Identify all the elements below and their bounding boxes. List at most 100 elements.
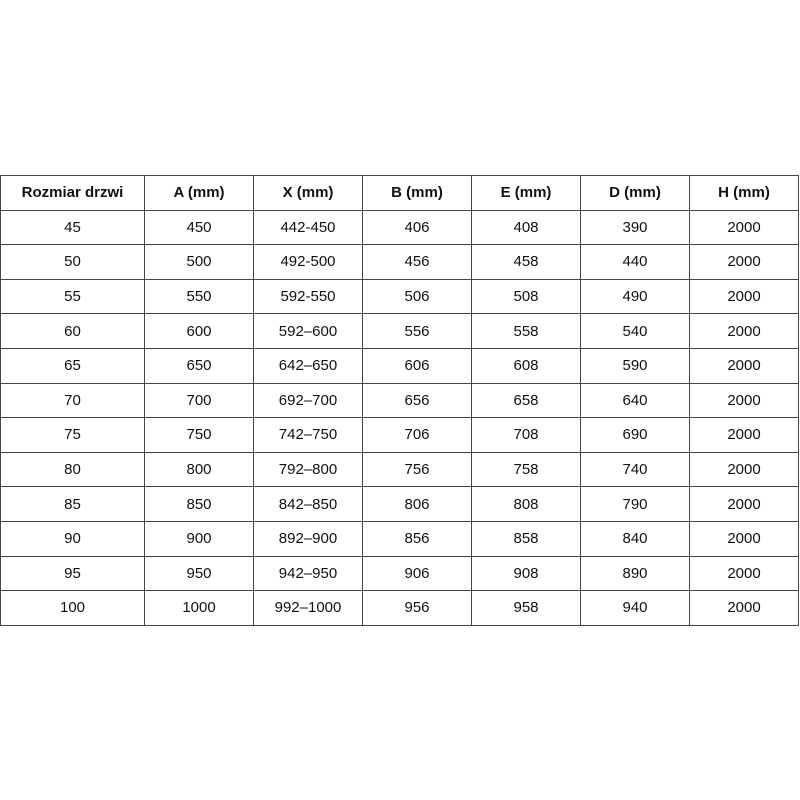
- table-cell: 506: [362, 278, 472, 315]
- door-size-table: Rozmiar drzwi A (mm) X (mm) B (mm) E (mm) D (…: [0, 175, 799, 626]
- table-cell: 792–800: [253, 451, 363, 488]
- table-cell: 800: [144, 451, 254, 488]
- table-row: 95 950 942–950 906 908 890 2000: [0, 555, 799, 592]
- column-header: B (mm): [362, 175, 472, 211]
- table-cell: 892–900: [253, 520, 363, 557]
- table-cell: 858: [471, 520, 581, 557]
- table-cell: 556: [362, 313, 472, 349]
- header-row: Rozmiar drzwi A (mm) X (mm) B (mm) E (mm) D (…: [0, 175, 799, 211]
- table-cell: 940: [580, 590, 690, 626]
- table-cell: 55: [0, 278, 145, 315]
- table-cell: 2000: [689, 209, 799, 246]
- table-cell: 750: [144, 417, 254, 453]
- table-cell: 756: [362, 451, 472, 488]
- table-cell: 2000: [689, 244, 799, 280]
- table-cell: 2000: [689, 278, 799, 315]
- table-cell: 650: [144, 347, 254, 384]
- table-cell: 908: [471, 555, 581, 592]
- column-header: A (mm): [144, 175, 254, 211]
- table-cell: 2000: [689, 313, 799, 349]
- table-row: 70 700 692–700 656 658 640 2000: [0, 382, 799, 419]
- table-cell: 490: [580, 278, 690, 315]
- table-cell: 2000: [689, 382, 799, 419]
- column-header: E (mm): [471, 175, 581, 211]
- table-cell: 500: [144, 244, 254, 280]
- table-cell: 640: [580, 382, 690, 419]
- table-cell: 2000: [689, 520, 799, 557]
- table-row: 55 550 592-550 506 508 490 2000: [0, 278, 799, 315]
- table-cell: 956: [362, 590, 472, 626]
- table-cell: 508: [471, 278, 581, 315]
- table-cell: 456: [362, 244, 472, 280]
- table-cell: 658: [471, 382, 581, 419]
- table-cell: 100: [0, 590, 145, 626]
- table-row: 65 650 642–650 606 608 590 2000: [0, 347, 799, 384]
- table-cell: 690: [580, 417, 690, 453]
- table-cell: 90: [0, 520, 145, 557]
- table-cell: 808: [471, 486, 581, 522]
- table-cell: 592-550: [253, 278, 363, 315]
- table-cell: 608: [471, 347, 581, 384]
- table-cell: 80: [0, 451, 145, 488]
- table-cell: 492-500: [253, 244, 363, 280]
- table-cell: 70: [0, 382, 145, 419]
- table-cell: 65: [0, 347, 145, 384]
- table-cell: 540: [580, 313, 690, 349]
- table-cell: 890: [580, 555, 690, 592]
- table-row: 100 1000 992–1000 956 958 940 2000: [0, 590, 799, 626]
- table-cell: 740: [580, 451, 690, 488]
- table-cell: 958: [471, 590, 581, 626]
- table-cell: 600: [144, 313, 254, 349]
- table-cell: 85: [0, 486, 145, 522]
- table-row: 85 850 842–850 806 808 790 2000: [0, 486, 799, 522]
- table-cell: 1000: [144, 590, 254, 626]
- column-header: X (mm): [253, 175, 363, 211]
- table-row: 75 750 742–750 706 708 690 2000: [0, 417, 799, 453]
- table-cell: 75: [0, 417, 145, 453]
- table-cell: 642–650: [253, 347, 363, 384]
- table-cell: 60: [0, 313, 145, 349]
- table-cell: 2000: [689, 417, 799, 453]
- table-cell: 856: [362, 520, 472, 557]
- table-cell: 50: [0, 244, 145, 280]
- table-cell: 458: [471, 244, 581, 280]
- table-cell: 942–950: [253, 555, 363, 592]
- table-cell: 840: [580, 520, 690, 557]
- table-cell: 950: [144, 555, 254, 592]
- table-row: 90 900 892–900 856 858 840 2000: [0, 520, 799, 557]
- table-cell: 45: [0, 209, 145, 246]
- table-cell: 2000: [689, 486, 799, 522]
- table-cell: 758: [471, 451, 581, 488]
- table-cell: 2000: [689, 590, 799, 626]
- table-cell: 450: [144, 209, 254, 246]
- table-row: 45 450 442-450 406 408 390 2000: [0, 209, 799, 246]
- table-cell: 590: [580, 347, 690, 384]
- table-cell: 900: [144, 520, 254, 557]
- table-cell: 742–750: [253, 417, 363, 453]
- table-cell: 442-450: [253, 209, 363, 246]
- table-cell: 390: [580, 209, 690, 246]
- column-header: H (mm): [689, 175, 799, 211]
- table-cell: 2000: [689, 451, 799, 488]
- column-header: D (mm): [580, 175, 690, 211]
- table-cell: 842–850: [253, 486, 363, 522]
- table-cell: 558: [471, 313, 581, 349]
- table-cell: 656: [362, 382, 472, 419]
- table-row: 80 800 792–800 756 758 740 2000: [0, 451, 799, 488]
- table-cell: 706: [362, 417, 472, 453]
- table-cell: 2000: [689, 555, 799, 592]
- table-cell: 992–1000: [253, 590, 363, 626]
- table-cell: 806: [362, 486, 472, 522]
- table-cell: 550: [144, 278, 254, 315]
- table-cell: 440: [580, 244, 690, 280]
- table-cell: 708: [471, 417, 581, 453]
- table-row: 60 600 592–600 556 558 540 2000: [0, 313, 799, 349]
- table-cell: 606: [362, 347, 472, 384]
- table-cell: 408: [471, 209, 581, 246]
- column-header: Rozmiar drzwi: [0, 175, 145, 211]
- table-cell: 790: [580, 486, 690, 522]
- table-cell: 850: [144, 486, 254, 522]
- table-cell: 592–600: [253, 313, 363, 349]
- table-row: 50 500 492-500 456 458 440 2000: [0, 244, 799, 280]
- table-cell: 406: [362, 209, 472, 246]
